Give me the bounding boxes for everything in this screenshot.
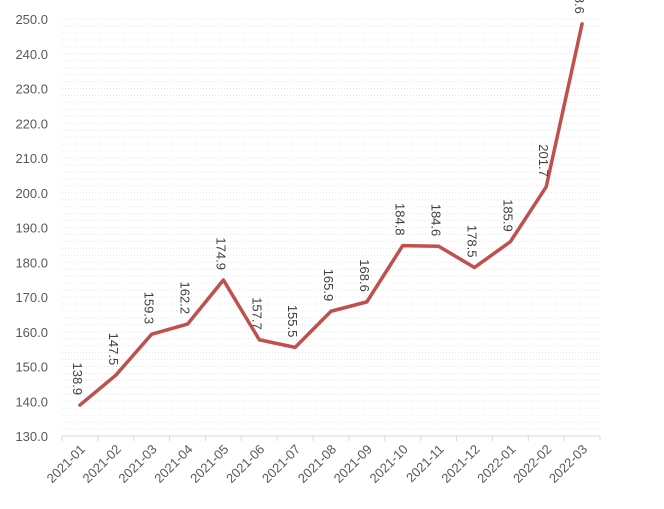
- data-label: 165.9: [321, 269, 336, 302]
- y-tick-label: 210.0: [15, 151, 48, 166]
- data-label: 168.6: [357, 259, 372, 292]
- series-layer: [78, 22, 584, 407]
- data-point: [508, 240, 512, 244]
- y-tick-label: 140.0: [15, 394, 48, 409]
- x-tick-label: 2022-01: [474, 442, 518, 486]
- x-tick-label: 2021-10: [367, 442, 411, 486]
- data-label: 157.7: [249, 297, 264, 330]
- data-point: [257, 338, 261, 342]
- data-point: [437, 244, 441, 248]
- data-label: 159.3: [142, 292, 157, 325]
- data-point: [150, 332, 154, 336]
- data-point: [78, 403, 82, 407]
- data-label: 162.2: [178, 282, 193, 315]
- x-tick-label: 2021-04: [151, 442, 195, 486]
- y-tick-label: 190.0: [15, 221, 48, 236]
- y-axis: 130.0 140.0 150.0 160.0 170.0 180.0 190.0 200.0…: [15, 12, 48, 444]
- data-label: 147.5: [106, 333, 121, 366]
- x-tick-label: 2021-11: [403, 442, 447, 486]
- y-tick-label: 230.0: [15, 82, 48, 97]
- y-tick-label: 220.0: [15, 116, 48, 131]
- x-tick-label: 2021-02: [80, 442, 124, 486]
- data-point: [293, 345, 297, 349]
- data-point: [544, 185, 548, 189]
- x-tick-label: 2021-03: [115, 442, 159, 486]
- y-tick-label: 250.0: [15, 12, 48, 27]
- data-label: 184.6: [429, 204, 444, 237]
- y-tick-label: 160.0: [15, 325, 48, 340]
- data-label: 155.5: [285, 305, 300, 338]
- data-label: 248.6: [572, 0, 587, 14]
- y-tick-label: 200.0: [15, 186, 48, 201]
- y-tick-label: 130.0: [15, 429, 48, 444]
- data-label: 185.9: [500, 199, 515, 232]
- y-tick-label: 240.0: [15, 47, 48, 62]
- data-label: 178.5: [464, 225, 479, 258]
- data-point: [221, 278, 225, 282]
- data-label: 174.9: [213, 237, 228, 270]
- y-tick-label: 150.0: [15, 360, 48, 375]
- data-point: [580, 22, 584, 26]
- data-point: [401, 244, 405, 248]
- y-tick-label: 180.0: [15, 255, 48, 270]
- data-point: [114, 373, 118, 377]
- data-labels: 138.9 147.5 159.3 162.2 174.9 157.7 155.5 165.9…: [70, 0, 587, 395]
- x-tick-label: 2021-01: [44, 442, 88, 486]
- series-line: [78, 22, 584, 407]
- x-tick-label: 2022-02: [510, 442, 554, 486]
- x-tick-label: 2021-06: [223, 442, 267, 486]
- data-label: 201.7: [536, 144, 551, 177]
- x-tick-label: 2022-03: [546, 442, 590, 486]
- x-tick-label: 2021-07: [259, 442, 303, 486]
- x-axis: 2021-012021-022021-032021-042021-052021-…: [44, 435, 601, 486]
- data-label: 184.8: [393, 203, 408, 236]
- data-label: 138.9: [70, 363, 85, 396]
- y-tick-label: 170.0: [15, 290, 48, 305]
- x-tick-label: 2021-12: [438, 442, 482, 486]
- data-point: [365, 300, 369, 304]
- data-point: [186, 322, 190, 326]
- x-tick-label: 2021-05: [187, 442, 231, 486]
- x-tick-label: 2021-09: [331, 442, 375, 486]
- data-point: [472, 265, 476, 269]
- data-point: [329, 309, 333, 313]
- x-tick-label: 2021-08: [295, 442, 339, 486]
